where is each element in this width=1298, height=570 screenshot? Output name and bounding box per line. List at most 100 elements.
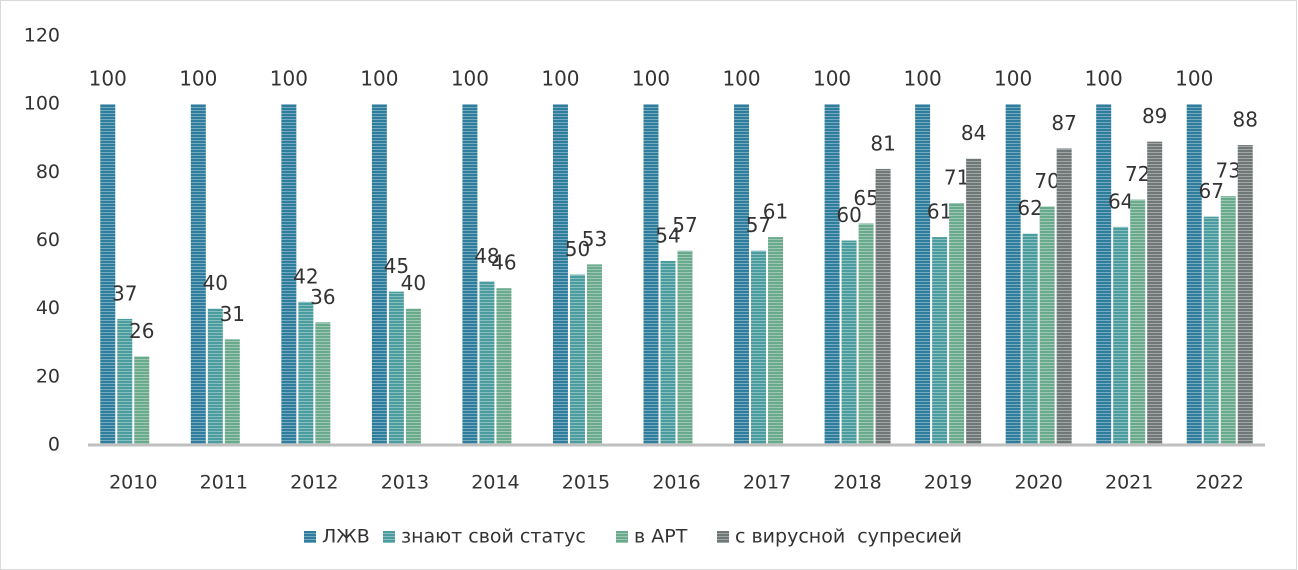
data-label: 100 bbox=[722, 67, 760, 91]
y-tick-label: 80 bbox=[36, 161, 60, 183]
data-label: 42 bbox=[293, 264, 318, 288]
bar bbox=[190, 104, 206, 446]
x-tick-label: 2013 bbox=[381, 472, 429, 494]
data-label: 100 bbox=[179, 67, 217, 91]
bar bbox=[1096, 104, 1112, 446]
bar bbox=[768, 237, 784, 445]
data-label: 100 bbox=[813, 67, 851, 91]
data-label: 100 bbox=[270, 67, 308, 91]
x-tick-label: 2011 bbox=[200, 472, 248, 494]
bar bbox=[677, 250, 693, 445]
bar bbox=[569, 274, 585, 445]
x-tick-label: 2015 bbox=[562, 472, 610, 494]
x-tick-label: 2014 bbox=[471, 472, 519, 494]
data-label: 60 bbox=[836, 203, 861, 227]
data-label: 54 bbox=[655, 223, 680, 247]
bar bbox=[1022, 233, 1038, 445]
x-tick-label: 2010 bbox=[109, 472, 157, 494]
data-label: 100 bbox=[89, 67, 127, 91]
data-label: 62 bbox=[1017, 196, 1042, 220]
bar bbox=[405, 308, 421, 445]
legend-swatch bbox=[717, 531, 729, 543]
data-label: 70 bbox=[1034, 169, 1059, 193]
x-tick-label: 2019 bbox=[924, 472, 972, 494]
data-label: 100 bbox=[994, 67, 1032, 91]
bar bbox=[552, 104, 568, 446]
y-tick-label: 0 bbox=[48, 434, 60, 456]
legend-label: знают свой статус bbox=[401, 526, 586, 548]
bar bbox=[1005, 104, 1021, 446]
bar bbox=[1039, 206, 1055, 445]
legend-label: ЛЖВ bbox=[322, 526, 370, 548]
x-tick-label: 2022 bbox=[1196, 472, 1244, 494]
legend-label: с вирусной супресией bbox=[735, 526, 962, 548]
data-label: 57 bbox=[746, 213, 771, 237]
bar bbox=[1130, 199, 1146, 445]
data-label: 100 bbox=[541, 67, 579, 91]
data-label: 26 bbox=[129, 319, 154, 343]
x-tick-label: 2020 bbox=[1014, 472, 1062, 494]
bar bbox=[586, 264, 602, 445]
data-label: 40 bbox=[203, 271, 228, 295]
data-label: 40 bbox=[401, 271, 426, 295]
data-label: 89 bbox=[1142, 104, 1167, 128]
data-label: 65 bbox=[853, 186, 878, 210]
bar bbox=[134, 356, 150, 445]
data-label: 100 bbox=[360, 67, 398, 91]
data-label: 45 bbox=[384, 254, 409, 278]
data-label: 71 bbox=[944, 166, 969, 190]
bar bbox=[1203, 216, 1219, 445]
bar bbox=[1220, 196, 1236, 445]
data-label: 37 bbox=[112, 281, 137, 305]
y-tick-label: 100 bbox=[24, 93, 60, 115]
data-label: 100 bbox=[904, 67, 942, 91]
bar bbox=[496, 288, 512, 445]
x-tick-label: 2017 bbox=[743, 472, 791, 494]
x-tick-label: 2016 bbox=[652, 472, 700, 494]
data-label: 87 bbox=[1051, 111, 1076, 135]
bar bbox=[207, 308, 223, 445]
data-label: 61 bbox=[763, 200, 788, 224]
bar bbox=[1056, 148, 1072, 445]
data-label: 64 bbox=[1108, 189, 1133, 213]
data-label: 100 bbox=[1175, 67, 1213, 91]
data-label: 31 bbox=[220, 302, 245, 326]
y-tick-label: 20 bbox=[36, 365, 60, 387]
bar bbox=[949, 203, 965, 445]
legend-swatch bbox=[616, 531, 628, 543]
bar bbox=[1113, 226, 1129, 445]
x-tick-label: 2012 bbox=[290, 472, 338, 494]
y-tick-label: 40 bbox=[36, 297, 60, 319]
bar bbox=[751, 250, 767, 445]
bar bbox=[479, 281, 495, 445]
bar bbox=[315, 322, 331, 445]
bar bbox=[1147, 141, 1163, 446]
bar bbox=[875, 168, 891, 446]
data-label: 46 bbox=[491, 251, 516, 275]
bar bbox=[100, 104, 116, 446]
bar bbox=[660, 260, 676, 445]
y-tick-label: 120 bbox=[24, 25, 60, 47]
legend-label: в АРТ bbox=[634, 526, 688, 548]
bar bbox=[224, 339, 240, 445]
bar bbox=[643, 104, 659, 446]
bar bbox=[281, 104, 297, 446]
data-label: 100 bbox=[1085, 67, 1123, 91]
bar bbox=[966, 158, 982, 445]
data-label: 53 bbox=[582, 227, 607, 251]
data-label: 73 bbox=[1216, 159, 1241, 183]
data-label: 84 bbox=[961, 121, 986, 145]
bar bbox=[858, 223, 874, 445]
bar bbox=[1186, 104, 1202, 446]
bar bbox=[371, 104, 387, 446]
data-label: 81 bbox=[870, 131, 895, 155]
y-tick-label: 60 bbox=[36, 229, 60, 251]
bar bbox=[117, 318, 133, 445]
bar bbox=[841, 240, 857, 445]
bar bbox=[932, 237, 948, 445]
bar bbox=[1237, 145, 1253, 446]
data-label: 36 bbox=[310, 285, 335, 309]
x-tick-label: 2018 bbox=[833, 472, 881, 494]
